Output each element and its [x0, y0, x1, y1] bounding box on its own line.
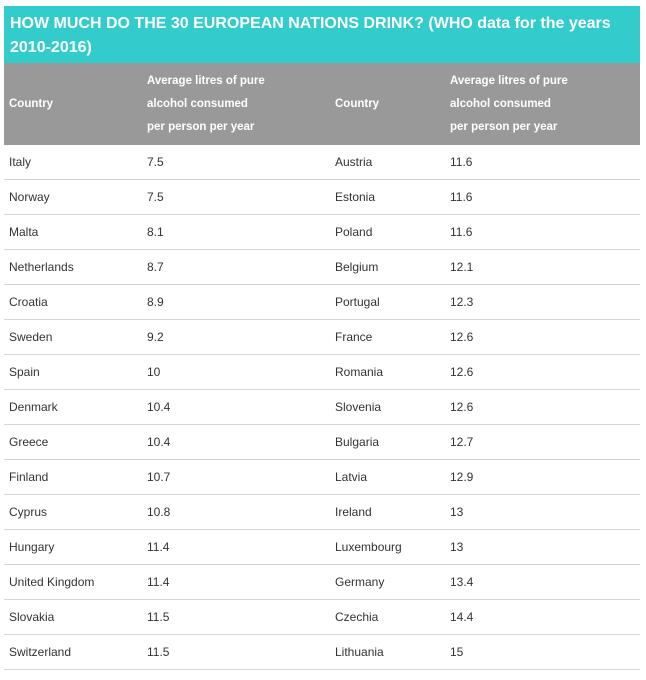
litres-cell: 11.6	[450, 190, 473, 204]
country-cell: Bulgaria	[335, 435, 380, 449]
table-row: Hungary 11.4 Luxembourg 13	[4, 530, 640, 565]
country-cell: Lithuania	[335, 645, 384, 659]
litres-cell: 10.7	[147, 470, 171, 484]
country-cell: Austria	[335, 155, 373, 169]
table-row: Finland 10.7 Latvia 12.9	[4, 460, 640, 495]
table-row: Greece 10.4 Bulgaria 12.7	[4, 425, 640, 460]
country-cell: Spain	[9, 365, 40, 379]
country-cell: Luxembourg	[335, 540, 402, 554]
country-cell: Czechia	[335, 610, 379, 624]
country-cell: Estonia	[335, 190, 376, 204]
header-average-litres-line2: alcohol consumed	[147, 97, 248, 110]
country-cell: Hungary	[9, 540, 55, 554]
table-row: Switzerland 11.5 Lithuania 15	[4, 635, 640, 670]
country-cell: Romania	[335, 365, 384, 379]
litres-cell: 12.6	[450, 400, 474, 414]
country-cell: Slovenia	[335, 400, 382, 414]
litres-cell: 7.5	[147, 190, 164, 204]
litres-cell: 10.4	[147, 435, 171, 449]
litres-cell: 10.4	[147, 400, 171, 414]
litres-cell: 8.7	[147, 260, 164, 274]
litres-cell: 13.4	[450, 575, 474, 589]
litres-cell: 13	[450, 505, 464, 519]
litres-cell: 8.9	[147, 295, 164, 309]
country-cell: Poland	[335, 225, 373, 239]
litres-cell: 15	[450, 645, 464, 659]
litres-cell: 12.9	[450, 470, 474, 484]
country-cell: Slovakia	[9, 610, 55, 624]
country-cell: Cyprus	[9, 505, 48, 519]
country-cell: Norway	[9, 190, 50, 204]
country-cell: Portugal	[335, 295, 380, 309]
litres-cell: 14.4	[450, 610, 474, 624]
drinks-table: HOW MUCH DO THE 30 EUROPEAN NATIONS DRIN…	[4, 0, 640, 670]
country-cell: Germany	[335, 575, 385, 589]
table-row: Croatia 8.9 Portugal 12.3	[4, 285, 640, 320]
litres-cell: 9.2	[147, 330, 164, 344]
header-average-litres-2-line2: alcohol consumed	[450, 97, 551, 110]
country-cell: Belgium	[335, 260, 379, 274]
litres-cell: 12.6	[450, 365, 474, 379]
country-cell: Malta	[9, 225, 39, 239]
country-cell: Ireland	[335, 505, 372, 519]
litres-cell: 7.5	[147, 155, 164, 169]
litres-cell: 12.1	[450, 260, 474, 274]
table-row: Spain 10 Romania 12.6	[4, 355, 640, 390]
litres-cell: 11.4	[147, 540, 170, 554]
country-cell: Greece	[9, 435, 49, 449]
litres-cell: 11.5	[147, 610, 170, 624]
table-row: Slovakia 11.5 Czechia 14.4	[4, 600, 640, 635]
country-cell: United Kingdom	[9, 575, 95, 589]
country-cell: Netherlands	[9, 260, 74, 274]
litres-cell: 12.7	[450, 435, 474, 449]
header-average-litres-line3: per person per year	[147, 120, 255, 133]
litres-cell: 12.3	[450, 295, 474, 309]
header-average-litres-2-line1: Average litres of pure	[450, 74, 568, 87]
table-row: Cyprus 10.8 Ireland 13	[4, 495, 640, 530]
country-cell: Latvia	[335, 470, 368, 484]
table-row: Norway 7.5 Estonia 11.6	[4, 180, 640, 215]
header-average-litres-line1: Average litres of pure	[147, 74, 265, 87]
country-cell: Italy	[9, 155, 32, 169]
table-row: Netherlands 8.7 Belgium 12.1	[4, 250, 640, 285]
header-country: Country	[9, 98, 54, 110]
country-cell: Denmark	[9, 400, 58, 414]
table-row: Sweden 9.2 France 12.6	[4, 320, 640, 355]
country-cell: Croatia	[9, 295, 48, 309]
table-title: HOW MUCH DO THE 30 EUROPEAN NATIONS DRIN…	[4, 6, 640, 63]
litres-cell: 10.8	[147, 505, 171, 519]
litres-cell: 10	[147, 365, 161, 379]
litres-cell: 11.6	[450, 155, 473, 169]
litres-cell: 11.5	[147, 645, 170, 659]
litres-cell: 12.6	[450, 330, 474, 344]
country-cell: Finland	[9, 470, 49, 484]
header-average-litres-2-line3: per person per year	[450, 120, 558, 133]
table-row: Denmark 10.4 Slovenia 12.6	[4, 390, 640, 425]
country-cell: Sweden	[9, 330, 53, 344]
table-row: Malta 8.1 Poland 11.6	[4, 215, 640, 250]
litres-cell: 11.4	[147, 575, 170, 589]
header-average-litres: Average litres of pure alcohol consumed …	[147, 70, 335, 139]
country-cell: France	[335, 330, 373, 344]
header-country-2: Country	[335, 98, 380, 110]
country-cell: Switzerland	[9, 645, 72, 659]
table-header-row: Country Average litres of pure alcohol c…	[4, 63, 640, 145]
litres-cell: 11.6	[450, 225, 473, 239]
litres-cell: 8.1	[147, 225, 164, 239]
litres-cell: 13	[450, 540, 464, 554]
header-average-litres-2: Average litres of pure alcohol consumed …	[450, 70, 640, 139]
table-row: Italy 7.5 Austria 11.6	[4, 145, 640, 180]
table-body: Italy 7.5 Austria 11.6 Norway 7.5 Estoni…	[4, 145, 640, 670]
table-row: United Kingdom 11.4 Germany 13.4	[4, 565, 640, 600]
